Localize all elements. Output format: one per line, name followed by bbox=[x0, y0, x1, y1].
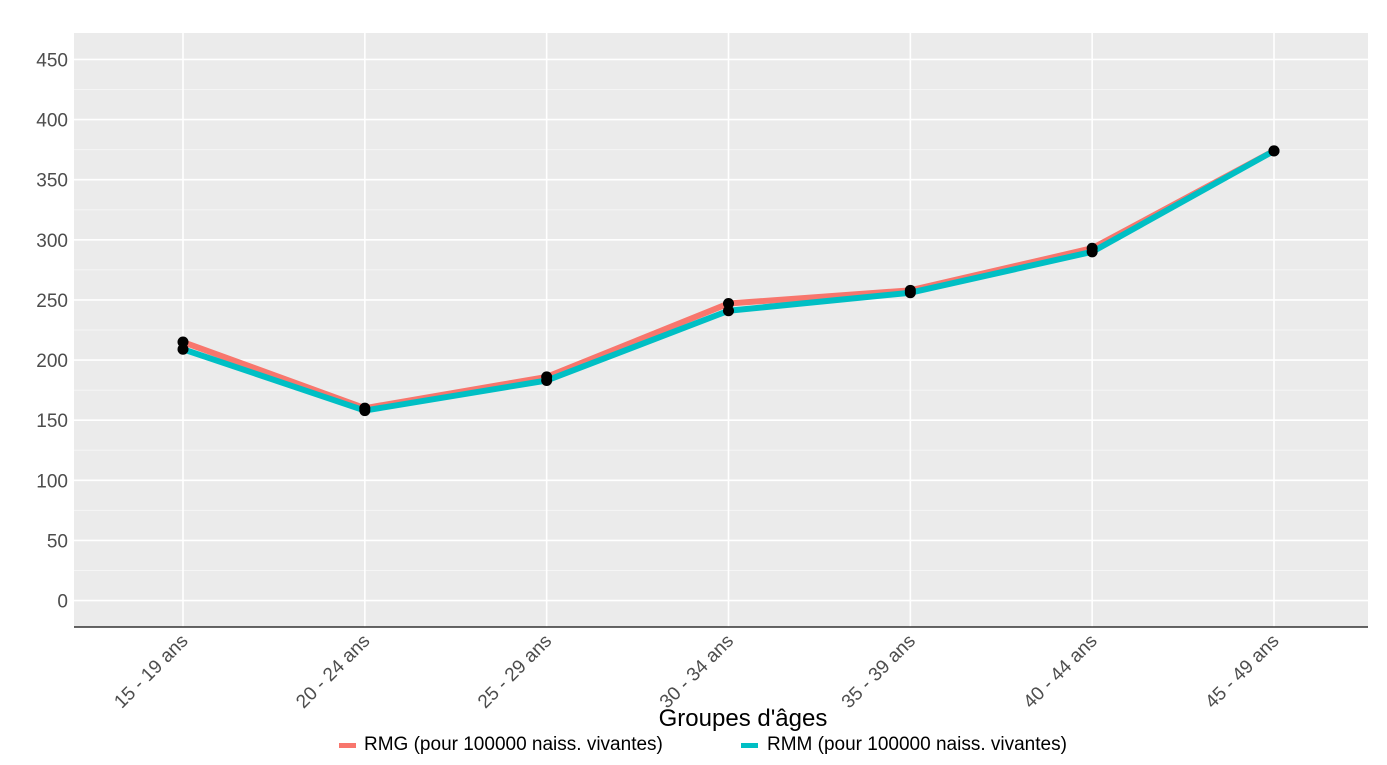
legend-key-2 bbox=[741, 743, 758, 748]
x-tick-label: 45 - 49 ans bbox=[1201, 631, 1283, 713]
data-point bbox=[1086, 246, 1098, 258]
y-tick-label: 400 bbox=[36, 111, 68, 132]
legend: RMG (pour 100000 naiss. vivantes) RMM (po… bbox=[339, 734, 1067, 755]
y-tick-labels: 0 50 100 150 200 250 300 350 400 450 bbox=[36, 50, 68, 612]
legend-key-1 bbox=[339, 743, 356, 748]
data-point bbox=[359, 405, 371, 417]
x-tick-label: 20 - 24 ans bbox=[292, 631, 374, 713]
y-tick-label: 200 bbox=[36, 351, 68, 372]
legend-label-2: RMM (pour 100000 naiss. vivantes) bbox=[767, 734, 1067, 755]
data-point bbox=[723, 305, 734, 317]
x-tick-label: 35 - 39 ans bbox=[838, 631, 920, 713]
y-tick-label: 250 bbox=[36, 291, 68, 312]
y-tick-label: 350 bbox=[36, 171, 68, 192]
y-tick-label: 100 bbox=[36, 471, 68, 492]
x-tick-label: 30 - 34 ans bbox=[656, 631, 738, 713]
y-tick-label: 300 bbox=[36, 231, 68, 252]
data-point bbox=[904, 287, 916, 299]
x-axis-title: Groupes d'âges bbox=[659, 705, 828, 732]
y-tick-label: 50 bbox=[47, 531, 68, 552]
x-tick-labels: 15 - 19 ans 20 - 24 ans 25 - 29 ans 30 - 34… bbox=[110, 631, 1283, 713]
data-points bbox=[177, 145, 1280, 417]
legend-label-1: RMG (pour 100000 naiss. vivantes) bbox=[364, 734, 663, 755]
data-point bbox=[541, 375, 553, 387]
y-tick-label: 450 bbox=[36, 50, 68, 71]
data-point bbox=[1268, 145, 1280, 157]
y-tick-label: 150 bbox=[36, 411, 68, 432]
x-tick-label: 40 - 44 ans bbox=[1020, 631, 1102, 713]
x-tick-label: 15 - 19 ans bbox=[110, 631, 192, 713]
x-tick-label: 25 - 29 ans bbox=[474, 631, 556, 713]
grid-lines bbox=[74, 33, 1368, 627]
data-point bbox=[177, 343, 189, 355]
y-tick-label: 0 bbox=[57, 592, 68, 613]
